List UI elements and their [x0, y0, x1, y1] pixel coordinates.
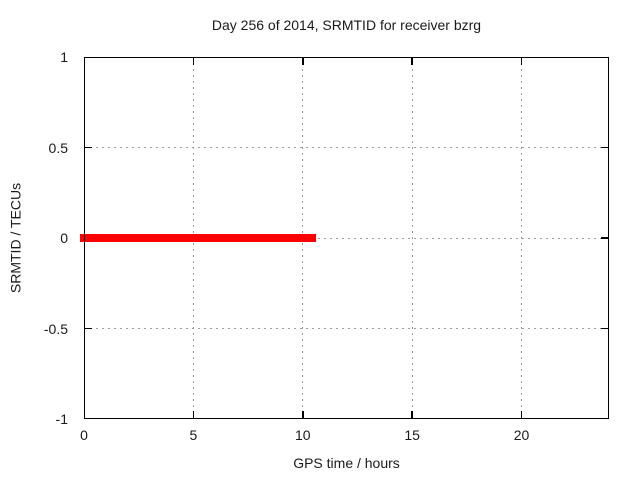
chart-title: Day 256 of 2014, SRMTID for receiver bzr…	[211, 17, 482, 33]
tick-mark-x-bottom	[192, 411, 195, 419]
x-axis-label: GPS time / hours	[293, 455, 400, 471]
tick-mark-y-right	[601, 237, 609, 239]
y-tick-label: 0	[60, 230, 68, 246]
tick-mark-x-bottom	[520, 411, 523, 419]
y-tick-label: -0.5	[43, 320, 68, 337]
tick-mark-x-top	[302, 57, 304, 65]
y-tick-label: -1	[55, 411, 68, 427]
gridline-horizontal	[84, 237, 609, 239]
tick-mark-y-right	[601, 327, 609, 330]
y-tick-label: 0.5	[48, 139, 68, 156]
tick-mark-x-top	[192, 57, 195, 65]
series-line	[80, 234, 316, 242]
gridline-horizontal	[84, 147, 609, 148]
x-tick-label: 5	[189, 427, 198, 443]
x-tick-label: 10	[294, 427, 311, 443]
tick-mark-y-left	[84, 146, 92, 149]
y-tick-label: 1	[60, 49, 68, 65]
tick-mark-x-top	[520, 57, 523, 65]
tick-mark-x-bottom	[411, 411, 413, 419]
x-tick-label: 0	[80, 427, 88, 443]
tick-mark-y-left	[84, 327, 92, 330]
plot-area	[80, 57, 609, 419]
tick-mark-y-right	[601, 146, 609, 149]
x-tick-label: 20	[513, 427, 530, 443]
tick-mark-x-bottom	[302, 411, 304, 419]
gridline-horizontal	[84, 328, 609, 329]
tick-mark-x-top	[411, 57, 413, 65]
x-tick-label: 15	[404, 427, 420, 443]
